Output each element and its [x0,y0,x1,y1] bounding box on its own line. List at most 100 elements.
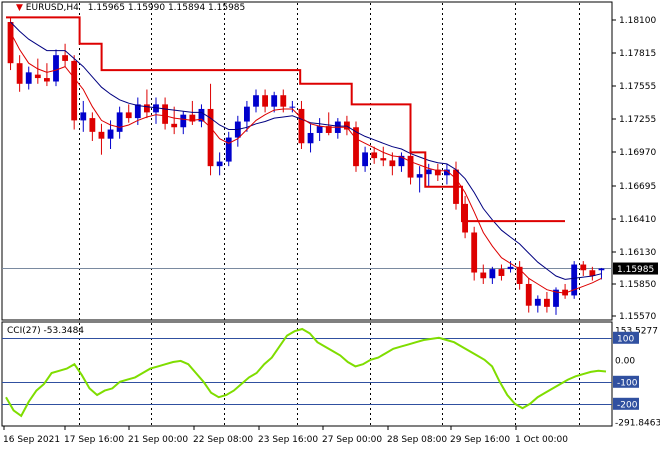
candle-body [98,131,105,139]
ma-fast-line [10,32,602,294]
candle-body [298,108,305,144]
candle-body [80,112,87,121]
candle-body [180,114,187,128]
candle-body [480,272,487,279]
candle-body [253,95,259,107]
candle-body [562,289,568,296]
ma-slow-line [10,21,602,280]
cci-scale-label: 100 [617,334,634,344]
candle-body [580,264,587,271]
cci-level-badge [613,397,639,410]
cci-header: CCI(27) -53.3484 [7,326,85,336]
candle-body [207,108,214,167]
candle-body [244,106,250,122]
candle-body [89,118,96,132]
price-scale-label: 1.17255 [619,115,656,125]
grid-lines [2,3,612,426]
candle-body [489,269,496,279]
candle-body [425,169,432,175]
candle-body [198,108,205,122]
candle-body [144,104,150,113]
cci-level-badge [613,331,639,344]
candle-body [325,126,332,133]
candle-body [462,203,468,233]
candle-body [7,22,14,64]
candle-body [134,104,141,119]
candle-body [262,95,268,107]
symbol-label: EURUSD,H4 [25,3,79,13]
candle-body [589,270,596,276]
candle-body [398,155,405,167]
candle-body [162,104,168,124]
candle-body [125,112,132,119]
price-scale-label: 1.16695 [619,182,656,192]
price-pane-frame [1,1,613,321]
arrow-down-icon: ▼ [16,3,23,13]
candle-body [271,95,278,107]
cci-level-badge [613,375,639,388]
candle-body [116,112,123,132]
candle-body [371,152,378,159]
candle-body [444,169,450,176]
candle-body [434,169,441,176]
cci-scale-label: -200 [617,400,638,410]
candle-body [25,72,32,84]
axis-labels: 1.18100 1.17815 1.17555 1.17255 1.16970 1.166… [3,16,660,445]
cci-series [5,327,607,418]
time-axis-label: 1 Oct 00:00 [515,435,568,445]
candle-body [34,74,41,79]
price-scale-label: 1.17815 [619,49,656,59]
candle-body [389,160,396,167]
candle-body [289,106,296,108]
price-scale-label: 1.15570 [619,312,656,322]
candle-body [525,283,532,306]
candle-body [553,289,559,307]
candle-body [307,132,314,144]
candle-body [598,268,605,271]
candle-body [171,123,178,128]
candle-body [153,104,159,113]
current-price-label: 1.15985 [617,265,654,275]
candle-body [216,161,223,167]
candle-body [16,63,23,84]
candle-body [362,152,368,167]
time-axis-label: 29 Sep 16:00 [450,435,510,445]
candle-body [44,78,50,82]
cci-scale-label: 153.5277 [615,327,658,337]
candle-body [280,95,287,107]
candle-body [353,127,359,167]
candle-body [71,60,78,121]
symbol-header: ▼ EURUSD,H4 1.15965 1.15990 1.15894 1.15… [16,3,245,13]
candle-body [507,266,514,270]
price-scale-label: 1.16970 [619,148,656,158]
candle-body [380,158,387,161]
price-scale-label: 1.16130 [619,248,656,258]
candle-body [498,269,505,276]
candle-body [571,264,578,296]
time-axis-label: 22 Sep 08:00 [193,435,253,445]
current-price-badge [613,262,658,275]
time-axis-label: 16 Sep 2021 [3,435,60,445]
ohlc-values: 1.15965 1.15990 1.15894 1.15985 [87,3,246,13]
price-scale-label: 1.15850 [619,280,656,290]
candle-body [107,129,114,139]
time-axis-label: 27 Sep 00:00 [322,435,382,445]
cci-scale-label: -100 [617,378,638,388]
candle-body [407,155,414,178]
candle-body [544,298,550,307]
stop-line [6,16,565,223]
price-scale-label: 1.16410 [619,215,656,225]
price-scale-label: 1.17555 [619,82,656,92]
candle-body [62,55,68,61]
candle-body [189,114,196,122]
candle-body [416,174,423,178]
cci-scale-label: 0.00 [615,356,635,366]
price-scale-label: 1.18100 [619,16,656,26]
candle-body [471,232,478,273]
candle-body [534,298,541,306]
time-axis-label: 23 Sep 16:00 [258,435,318,445]
cci-line [5,327,607,418]
candle-body [516,266,523,284]
cci-scale-label: -291.8463 [615,419,660,429]
